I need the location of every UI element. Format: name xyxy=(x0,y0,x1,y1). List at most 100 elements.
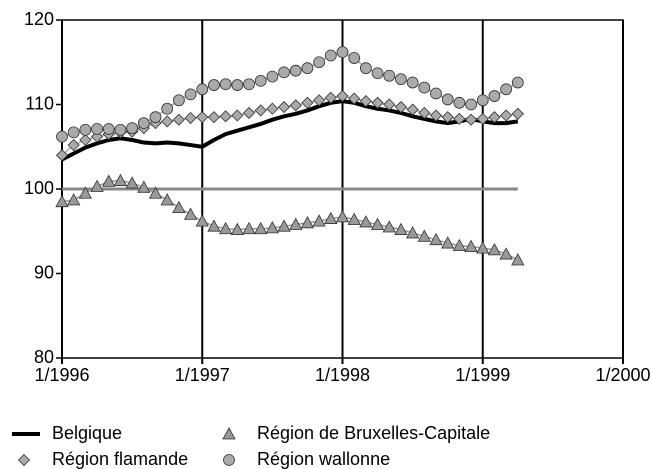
data-point xyxy=(218,221,233,235)
data-point xyxy=(208,79,220,91)
data-point xyxy=(511,253,525,266)
data-point xyxy=(114,123,127,136)
data-point xyxy=(55,194,69,208)
data-point xyxy=(196,83,209,96)
data-point xyxy=(67,138,80,152)
data-point xyxy=(242,221,256,235)
data-point xyxy=(137,180,151,193)
x-tick-label: 1/2000 xyxy=(595,365,650,385)
data-point xyxy=(289,64,302,77)
data-point xyxy=(313,56,326,69)
data-point xyxy=(172,94,185,107)
x-tick-label: 1/1998 xyxy=(315,365,370,385)
data-point xyxy=(406,103,419,116)
y-tick-label: 100 xyxy=(24,178,54,198)
data-point xyxy=(90,179,104,192)
data-point xyxy=(488,111,501,124)
data-point xyxy=(359,62,372,75)
data-point xyxy=(371,96,384,109)
y-tick-label: 80 xyxy=(34,347,54,367)
data-point xyxy=(511,76,524,89)
y-tick-label: 110 xyxy=(25,93,54,113)
data-point xyxy=(500,109,513,122)
data-point xyxy=(183,207,198,220)
data-point xyxy=(453,112,466,125)
data-point xyxy=(347,212,361,225)
data-point xyxy=(348,52,361,64)
data-point xyxy=(196,111,209,124)
x-tick-label: 1/1996 xyxy=(34,365,89,385)
series-line xyxy=(61,99,519,162)
data-point xyxy=(418,106,431,120)
data-point xyxy=(359,215,373,228)
data-point xyxy=(453,96,466,109)
legend-swatch xyxy=(17,453,31,467)
data-point xyxy=(476,112,489,125)
x-tick-label: 1/1997 xyxy=(175,365,230,385)
data-point xyxy=(207,219,221,232)
data-point xyxy=(219,110,232,123)
data-point xyxy=(441,236,455,249)
series-line xyxy=(61,179,519,261)
data-point xyxy=(102,174,116,187)
data-point xyxy=(312,214,326,227)
legend-label: Région wallonne xyxy=(257,449,390,469)
data-point xyxy=(324,49,337,62)
data-point xyxy=(67,193,81,206)
legend-swatch xyxy=(222,427,236,440)
data-point xyxy=(441,93,454,106)
data-point xyxy=(277,100,291,114)
data-point xyxy=(370,217,385,230)
y-tick-label: 90 xyxy=(34,262,54,282)
data-point xyxy=(405,226,420,239)
data-point xyxy=(137,117,150,129)
data-point xyxy=(266,70,279,83)
data-point xyxy=(79,133,92,147)
data-point xyxy=(301,62,314,75)
legend-label: Région de Bruxelles-Capitale xyxy=(257,423,490,443)
legend-label: Belgique xyxy=(52,423,122,443)
data-point xyxy=(417,229,431,242)
data-point xyxy=(91,123,103,135)
data-point xyxy=(242,106,256,120)
series-line xyxy=(61,51,519,138)
data-point xyxy=(277,219,291,232)
data-point xyxy=(395,73,407,86)
data-point xyxy=(300,215,315,229)
data-point xyxy=(465,98,477,111)
data-point xyxy=(394,222,408,235)
data-point xyxy=(418,81,431,94)
data-point xyxy=(336,89,349,103)
data-point xyxy=(313,94,326,107)
data-point xyxy=(452,238,467,252)
data-point xyxy=(487,243,502,256)
data-point xyxy=(336,46,349,59)
data-point xyxy=(289,217,303,230)
data-point xyxy=(324,211,338,224)
data-point xyxy=(184,111,197,125)
data-point xyxy=(55,149,69,162)
data-point xyxy=(406,76,419,89)
data-point xyxy=(324,91,337,104)
data-point xyxy=(79,123,92,136)
data-point xyxy=(254,74,267,87)
data-point xyxy=(78,186,93,199)
data-point xyxy=(125,176,139,189)
data-point xyxy=(301,96,314,109)
data-point xyxy=(429,109,443,122)
data-point xyxy=(382,220,396,233)
data-point xyxy=(195,214,209,227)
data-point xyxy=(464,239,478,252)
y-tick-label: 120 xyxy=(24,9,54,29)
legend-swatch xyxy=(223,454,235,466)
data-point xyxy=(278,66,290,79)
data-point xyxy=(511,107,524,120)
data-point xyxy=(429,232,443,246)
data-point xyxy=(430,87,442,100)
data-point xyxy=(265,221,280,234)
data-point xyxy=(254,221,268,235)
legend-label: Région flamande xyxy=(52,449,188,469)
x-tick-label: 1/1999 xyxy=(455,365,510,385)
data-point xyxy=(172,200,186,213)
